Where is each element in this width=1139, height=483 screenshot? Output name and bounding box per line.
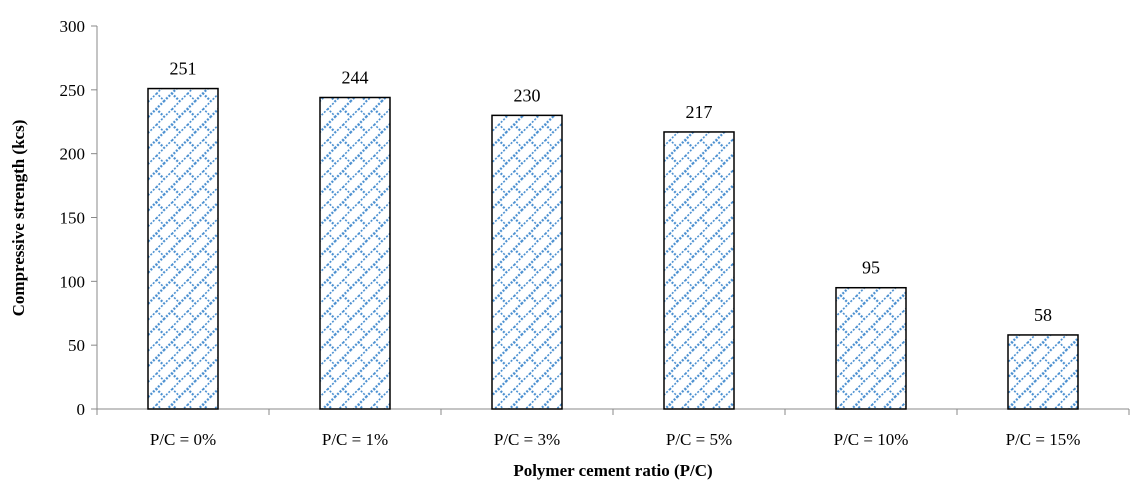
y-tick-label: 150 — [60, 209, 86, 228]
y-tick-label: 300 — [60, 17, 86, 36]
y-tick-label: 200 — [60, 145, 86, 164]
y-tick-label: 100 — [60, 272, 86, 291]
category-label: P/C = 3% — [494, 430, 560, 449]
data-label: 230 — [514, 85, 541, 105]
data-labels: 251 244 230 217 95 58 — [170, 59, 1053, 325]
bar — [319, 96, 391, 410]
bar — [147, 87, 219, 410]
bar — [835, 286, 907, 410]
category-label: P/C = 5% — [666, 430, 732, 449]
data-label: 95 — [862, 258, 880, 278]
x-axis-title: Polymer cement ratio (P/C) — [513, 461, 712, 480]
bar — [663, 131, 735, 410]
y-tick-label: 250 — [60, 81, 86, 100]
x-axis — [96, 408, 1130, 415]
category-label: P/C = 10% — [834, 430, 909, 449]
bar — [491, 114, 563, 410]
category-label: P/C = 1% — [322, 430, 388, 449]
category-label: P/C = 15% — [1006, 430, 1081, 449]
y-ticks: 0 50 100 150 200 250 300 — [60, 17, 97, 419]
data-label: 58 — [1034, 305, 1052, 325]
y-tick-label: 50 — [68, 336, 85, 355]
bars — [147, 87, 1079, 410]
y-axis-title: Compressive strength (kcs) — [9, 120, 28, 317]
category-label: P/C = 0% — [150, 430, 216, 449]
y-tick-label: 0 — [77, 400, 86, 419]
y-axis: 0 50 100 150 200 250 300 — [60, 17, 98, 419]
data-label: 244 — [342, 67, 369, 87]
category-labels: P/C = 0% P/C = 1% P/C = 3% P/C = 5% P/C = 10… — [150, 430, 1081, 449]
data-label: 251 — [170, 59, 197, 79]
data-label: 217 — [686, 102, 713, 122]
bar — [1007, 334, 1079, 410]
x-ticks — [96, 409, 1130, 415]
